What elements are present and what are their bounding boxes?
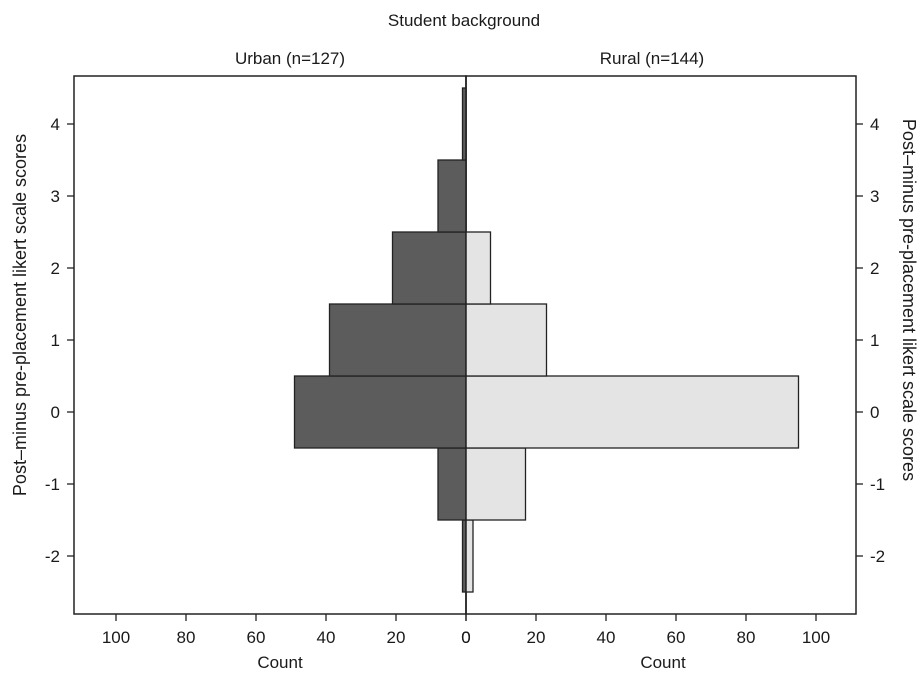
y-tick-label-left: 1 [51, 331, 60, 350]
rural-bar-score--2 [465, 519, 474, 593]
x-tick-label-right: 20 [527, 628, 546, 647]
x-axis-ticks: 100 80 60 40 20 00 20 40 60 80 100 [102, 614, 830, 647]
rural-bar-score-0 [465, 375, 800, 449]
y-axis-ticks: -2 -2 -1 -1 0 0 1 1 2 2 3 3 4 4 [45, 115, 885, 566]
y-tick-label-left: 3 [51, 187, 60, 206]
x-tick-label-right: 40 [597, 628, 616, 647]
y-axis-label-right: Post–minus pre-placement likert scale sc… [899, 119, 919, 481]
y-tick-label-left: -2 [45, 547, 60, 566]
y-tick-label-right: -2 [870, 547, 885, 566]
y-axis-label-left: Post–minus pre-placement likert scale sc… [10, 134, 30, 496]
rural-bar-score-2 [465, 231, 492, 305]
panel-label-urban: Urban (n=127) [235, 49, 345, 68]
x-tick-label-left: 20 [387, 628, 406, 647]
x-tick-label-left: 60 [247, 628, 266, 647]
x-tick-label-right: 80 [737, 628, 756, 647]
urban-bar-score-3 [437, 159, 467, 233]
y-tick-label-right: 2 [870, 259, 879, 278]
y-tick-label-left: 4 [51, 115, 60, 134]
x-tick-label-left: 0 [461, 628, 470, 647]
rural-bar-score--1 [465, 447, 527, 521]
y-tick-label-right: 0 [870, 403, 879, 422]
x-tick-label-left: 100 [102, 628, 130, 647]
y-tick-label-left: 0 [51, 403, 60, 422]
x-axis-label-left: Count [257, 653, 303, 672]
urban-bar-score-2 [391, 231, 467, 305]
x-tick-label-left: 40 [317, 628, 336, 647]
y-tick-label-left: -1 [45, 475, 60, 494]
x-tick-label-right: 60 [667, 628, 686, 647]
y-tick-label-right: 4 [870, 115, 879, 134]
y-tick-label-right: 3 [870, 187, 879, 206]
chart-title: Student background [388, 11, 540, 30]
x-tick-label-right: 100 [802, 628, 830, 647]
urban-bar-score--1 [437, 447, 467, 521]
y-tick-label-left: 2 [51, 259, 60, 278]
bars-group [293, 87, 800, 593]
y-tick-label-right: -1 [870, 475, 885, 494]
x-tick-label-left: 80 [177, 628, 196, 647]
x-tick-label-right: 0 [461, 628, 470, 647]
urban-bar-score-0 [293, 375, 467, 449]
rural-bar-score-1 [465, 303, 548, 377]
x-axis-label-right: Count [640, 653, 686, 672]
y-tick-label-right: 1 [870, 331, 879, 350]
urban-bar-score-1 [328, 303, 467, 377]
panel-label-rural: Rural (n=144) [600, 49, 704, 68]
